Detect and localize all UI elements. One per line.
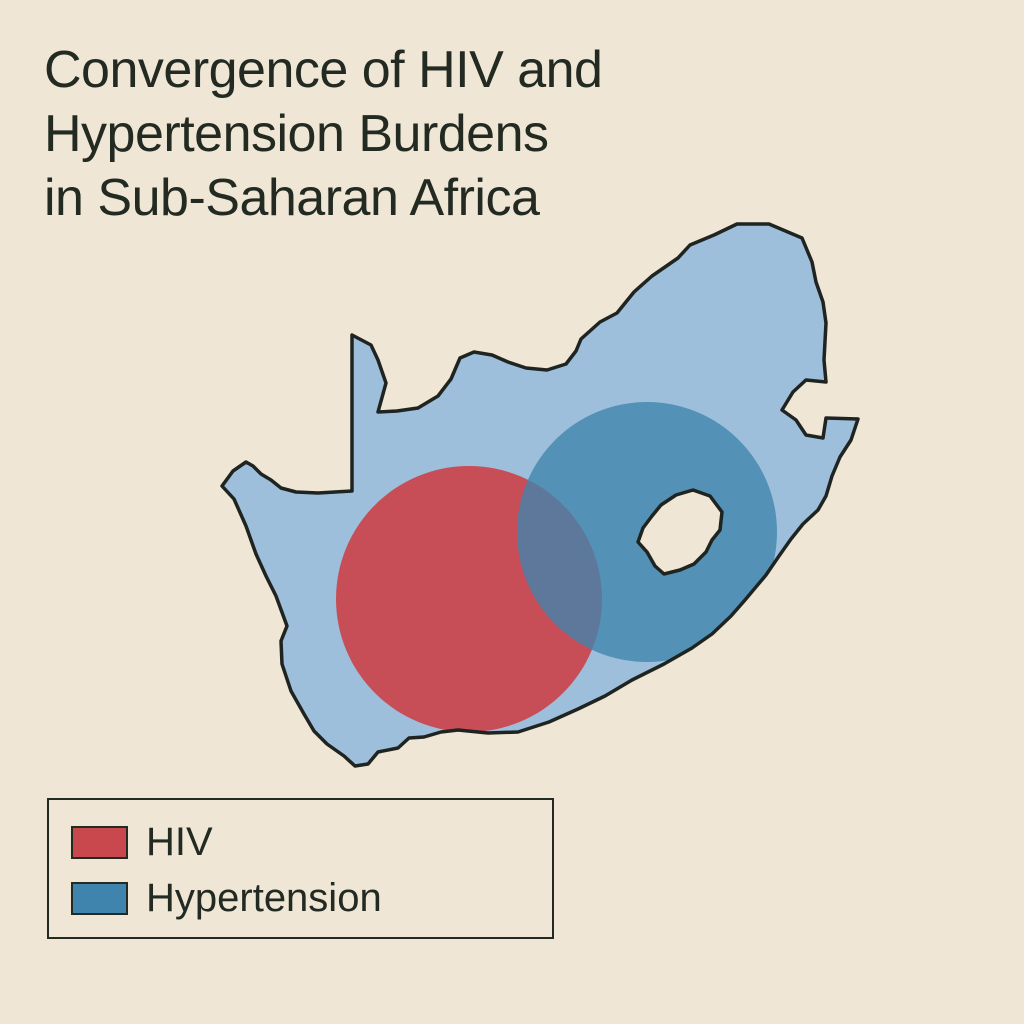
map-legend: HIV Hypertension (47, 798, 554, 939)
legend-label-hiv: HIV (146, 820, 213, 864)
legend-item-hiv: HIV (71, 822, 213, 862)
legend-label-hypertension: Hypertension (146, 876, 382, 920)
hypertension-swatch (71, 881, 128, 915)
legend-item-hypertension: Hypertension (71, 878, 382, 918)
map-title: Convergence of HIV and Hypertension Burd… (44, 38, 744, 230)
lesotho-enclave (636, 488, 724, 576)
title-line-3: in Sub-Saharan Africa (44, 169, 540, 227)
title-line-1: Convergence of HIV and (44, 41, 603, 99)
title-line-2: Hypertension Burdens (44, 105, 549, 163)
south-africa-border (220, 222, 860, 768)
hiv-swatch (71, 825, 128, 859)
